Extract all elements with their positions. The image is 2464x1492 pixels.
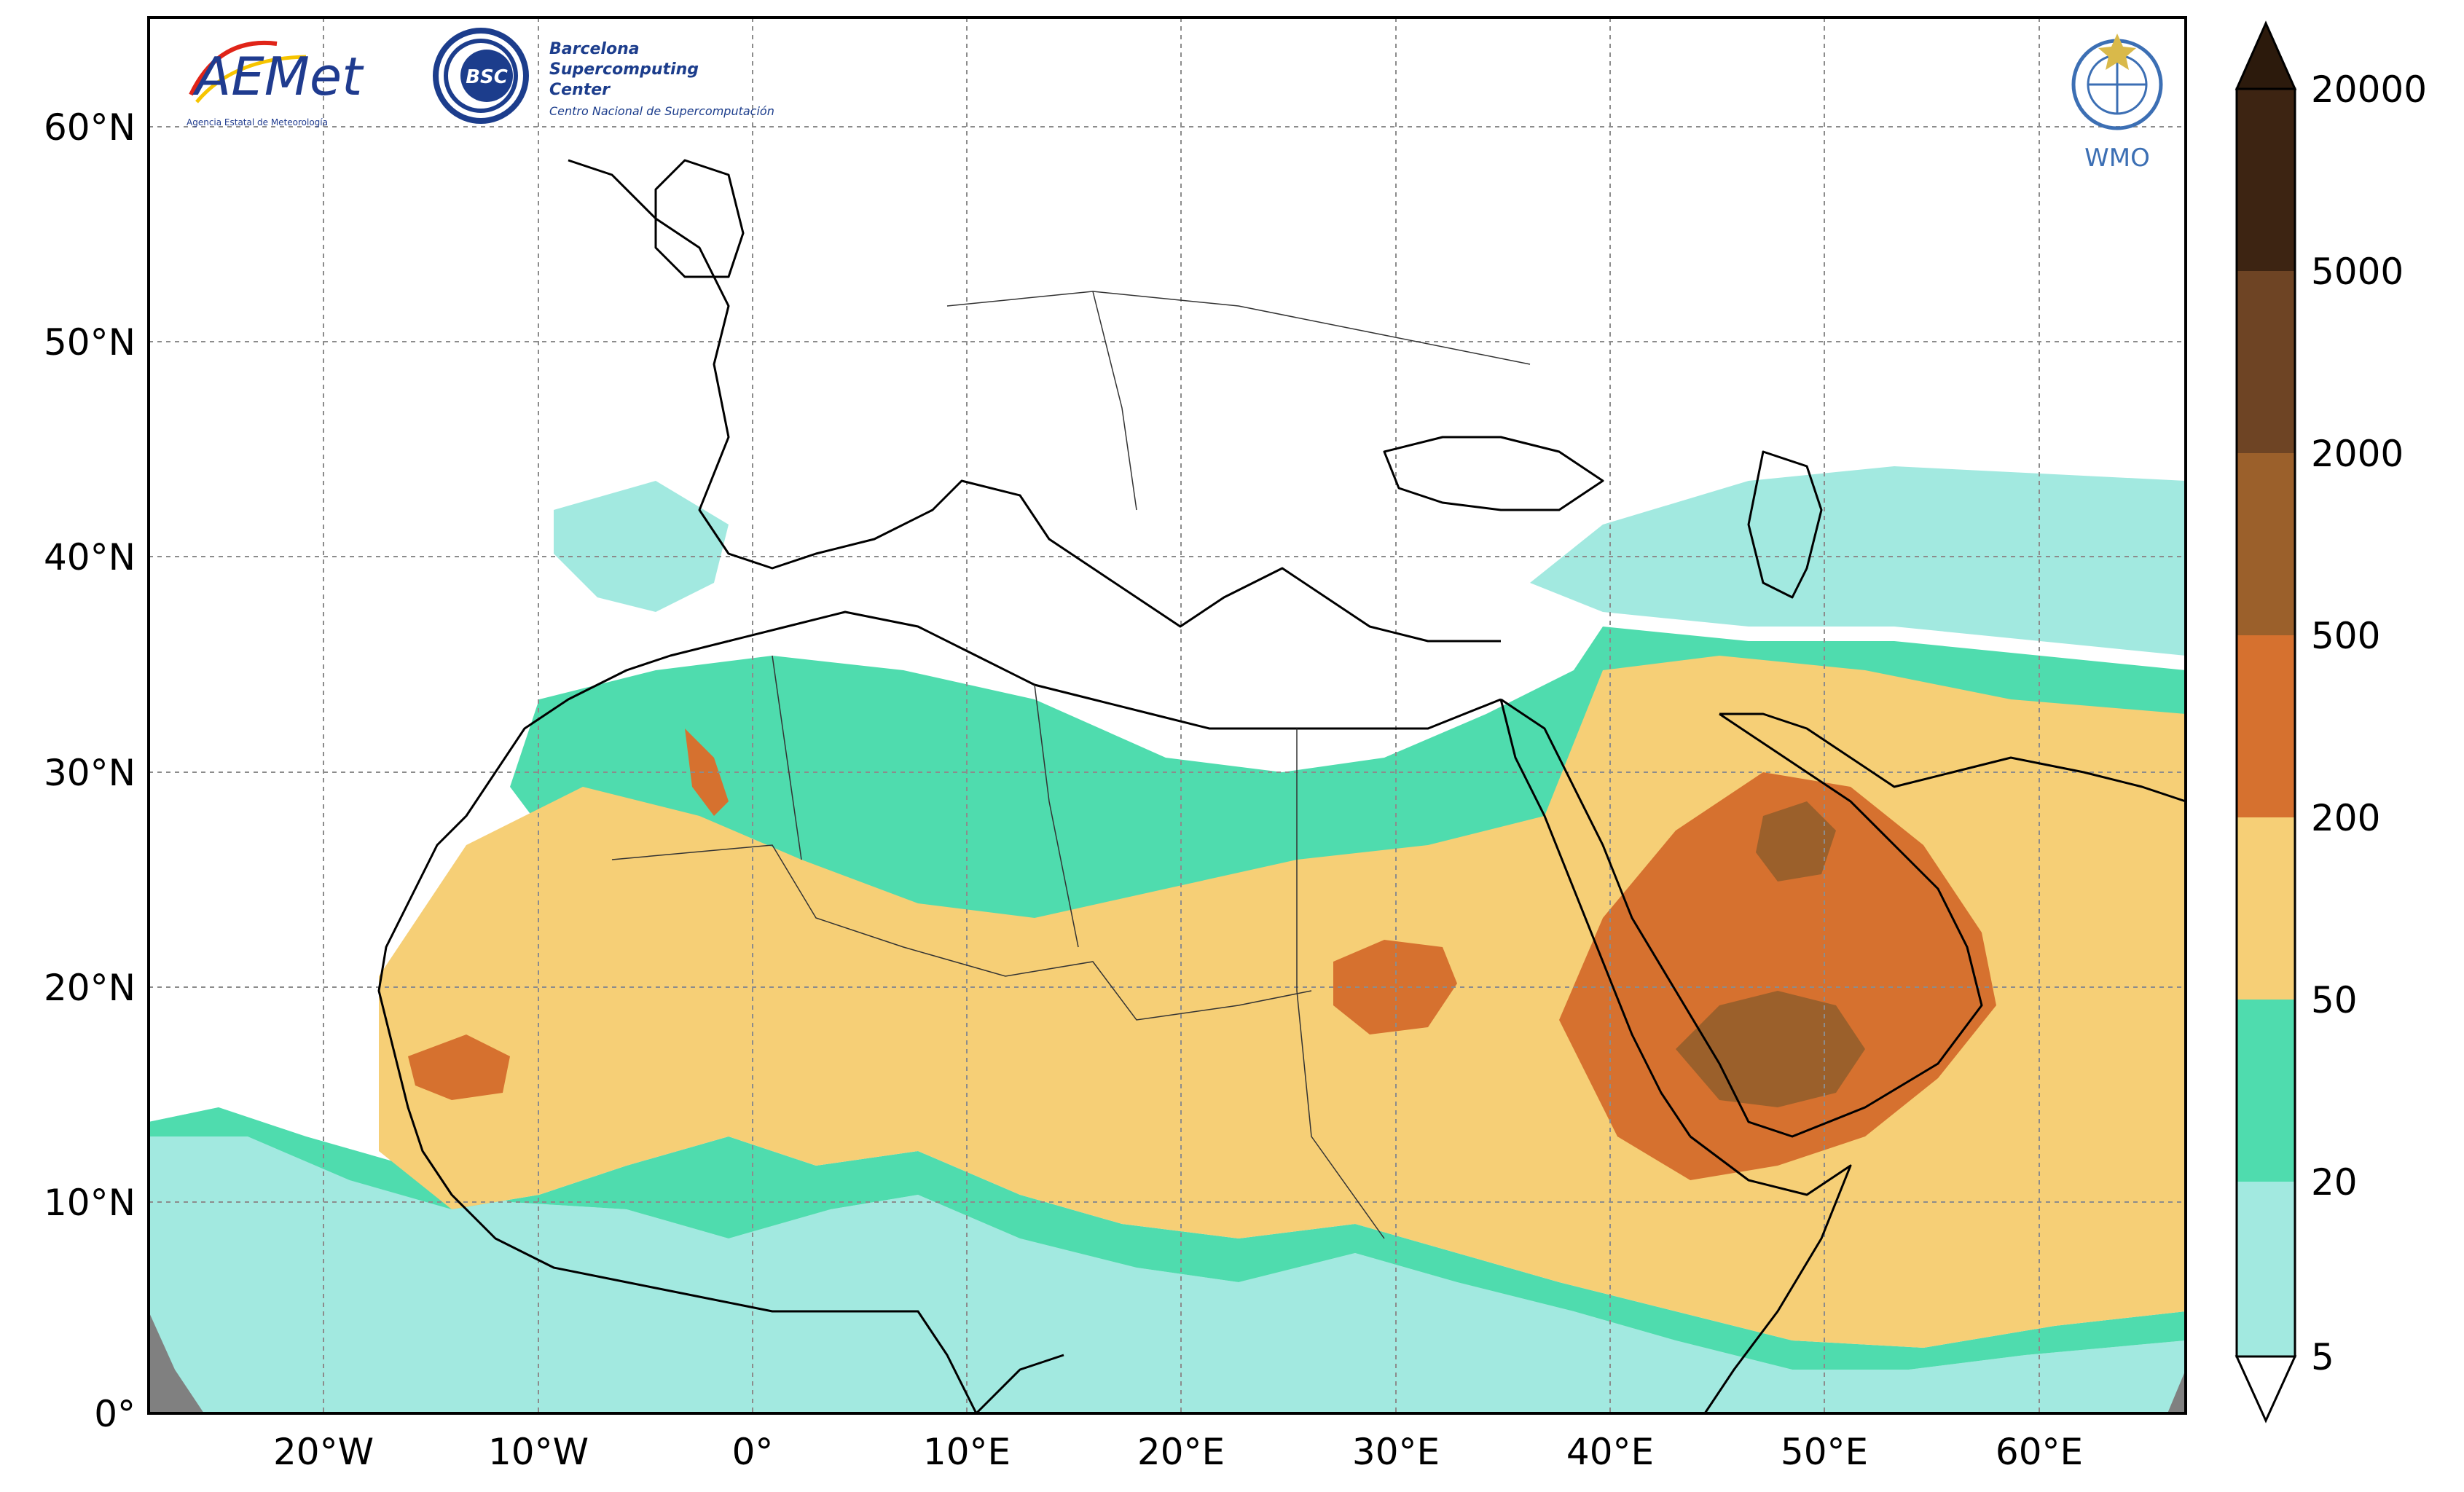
coastline-persian-gulf — [1719, 712, 2186, 803]
colorbar-top-extend — [2235, 20, 2297, 90]
x-tick-label: 50°E — [1781, 1431, 1868, 1473]
dust-band-5-20 — [149, 1107, 2186, 1413]
aemet-swoosh-icon — [195, 55, 307, 103]
x-tick-label: 60°E — [1996, 1431, 2083, 1473]
colorbar-segment — [2237, 817, 2295, 1000]
border-line — [1296, 729, 1385, 1239]
x-tick-label: 20°E — [1137, 1431, 1225, 1473]
graticule — [149, 17, 2186, 1413]
coastline-north-africa — [728, 610, 1502, 730]
border-line — [946, 291, 1531, 365]
colorbar-label: 200 — [2311, 797, 2380, 839]
aemet-swoosh-icon — [189, 40, 278, 96]
dust-band-5-20 — [554, 481, 729, 612]
border-line — [611, 844, 1312, 1021]
y-tick-label: 60°N — [44, 106, 136, 149]
aemet-logo: AEMet Agencia Estatal de Meteorología — [187, 40, 364, 127]
map-frame — [147, 16, 2187, 1415]
bsc-name-line: Supercomputing — [549, 60, 699, 79]
coastline-british-isles — [654, 159, 745, 278]
y-tick-label: 30°N — [44, 752, 136, 794]
wmo-star-icon — [2098, 34, 2136, 70]
dust-band-20-50 — [149, 1107, 2186, 1370]
colorbar-label: 5000 — [2311, 251, 2404, 293]
bsc-ring-icon — [433, 28, 529, 124]
y-tick-label: 20°N — [44, 967, 136, 1009]
wmo-logo: WMO — [2071, 34, 2163, 173]
y-tick-label: 0° — [94, 1393, 136, 1435]
coastline-caspian — [1747, 450, 1823, 599]
y-tick-label: 10°N — [44, 1182, 136, 1224]
coastline-west-africa — [377, 640, 978, 1414]
coastline-horn-of-africa — [1690, 1135, 1852, 1414]
projection-corner-left — [149, 1311, 204, 1413]
bsc-badge: BSC — [466, 66, 508, 88]
dust-band-200-500 — [1559, 772, 1996, 1180]
y-tick-label: 50°N — [44, 321, 136, 364]
y-axis-labels: 60°N 50°N 40°N 30°N 20°N 10°N 0° — [44, 106, 136, 1435]
dust-field-layer — [149, 466, 2186, 1413]
colorbar-label: 20000 — [2311, 68, 2427, 111]
projection-corner-right — [2167, 1370, 2186, 1413]
bsc-logo: BSC Barcelona Supercomputing Center Cent… — [433, 28, 774, 124]
dust-band-500-2000 — [1756, 801, 1836, 882]
colorbar-label: 50 — [2311, 979, 2358, 1021]
bsc-name-line: Barcelona — [549, 40, 640, 58]
colorbar-segment — [2237, 635, 2295, 817]
y-tick-label: 40°N — [44, 536, 136, 578]
coastline-europe-med — [568, 159, 1501, 643]
colorbar-frame — [2235, 87, 2296, 1358]
colorbar-segment — [2237, 1000, 2295, 1182]
dust-band-5-20 — [1530, 466, 2186, 656]
dust-band-200-500 — [685, 729, 729, 816]
bsc-name-line: Centro Nacional de Supercomputación — [549, 104, 774, 118]
colorbar-segment — [2237, 1182, 2295, 1356]
coastlines — [377, 159, 2186, 1415]
bsc-ring-icon — [460, 50, 513, 102]
coastline-arabia — [1500, 698, 1983, 1138]
dust-band-200-500 — [1333, 940, 1457, 1034]
colorbar-label: 5 — [2311, 1336, 2334, 1378]
dust-band-200-500 — [408, 1034, 510, 1100]
bsc-ring-icon — [444, 39, 518, 113]
aemet-subtitle: Agencia Estatal de Meteorología — [187, 117, 328, 127]
colorbar-label: 500 — [2311, 615, 2380, 657]
x-tick-label: 40°E — [1566, 1431, 1654, 1473]
bsc-name-line: Center — [549, 81, 611, 99]
x-tick-label: 30°E — [1352, 1431, 1440, 1473]
colorbar-label: 2000 — [2311, 433, 2404, 475]
x-tick-label: 0° — [732, 1431, 774, 1473]
border-line — [1092, 291, 1137, 511]
map-panel — [147, 16, 2187, 1415]
country-borders — [611, 291, 1531, 1239]
border-line — [772, 655, 802, 860]
colorbar-bottom-extend — [2235, 1355, 2297, 1424]
colorbar-label: 20 — [2311, 1161, 2358, 1204]
x-tick-label: 20°W — [273, 1431, 374, 1473]
wmo-label: WMO — [2084, 144, 2150, 173]
x-tick-label: 10°E — [923, 1431, 1011, 1473]
colorbar-segment — [2237, 271, 2295, 453]
dust-band-500-2000 — [1676, 991, 1865, 1107]
x-tick-label: 10°W — [488, 1431, 589, 1473]
coastline-east-africa — [975, 1354, 1064, 1415]
colorbar: 20000 5000 2000 500 200 50 20 5 — [2235, 20, 2427, 1424]
border-line — [1034, 684, 1079, 948]
aemet-wordmark: AEMet — [192, 46, 364, 107]
x-axis-labels: 20°W 10°W 0° 10°E 20°E 30°E 40°E 50°E 60… — [273, 1431, 2083, 1473]
colorbar-segment — [2237, 453, 2295, 635]
colorbar-segment — [2237, 89, 2295, 271]
coastline-red-sea — [1499, 699, 1692, 1137]
coastline-black-sea — [1383, 436, 1604, 511]
